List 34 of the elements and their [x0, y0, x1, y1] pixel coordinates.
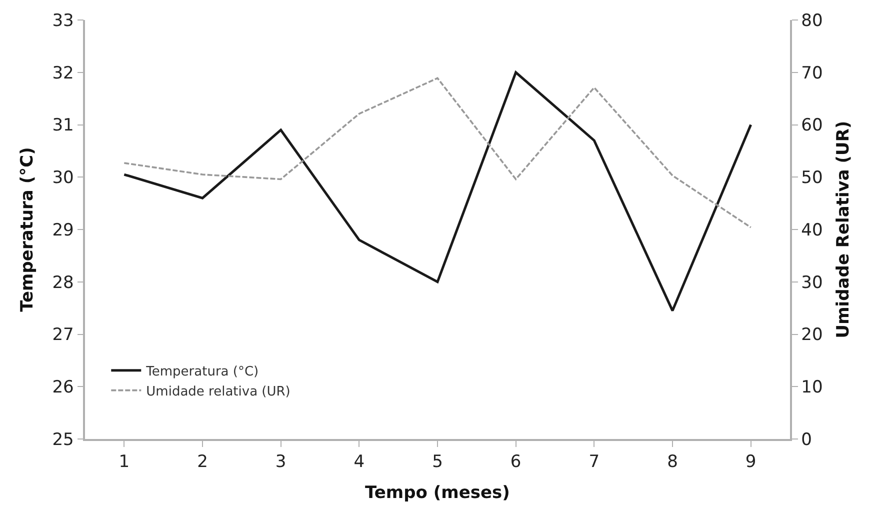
y-tick-label: 27 [52, 325, 74, 346]
x-tick-label: 6 [510, 452, 522, 472]
y-tick-label: 26 [52, 378, 74, 398]
x-tick-label: 2 [197, 452, 208, 472]
y-axis-title: Temperatura (°C) [17, 147, 38, 312]
y2-axis-title: Umidade Relativa (UR) [834, 120, 854, 338]
y2-tick-label: 40 [801, 220, 823, 240]
line-series [123, 77, 752, 228]
y-tick-label: 25 [52, 430, 74, 450]
y2-tick-label: 20 [801, 325, 823, 346]
y2-tick-label: 50 [801, 168, 823, 188]
x-tick-label: 7 [588, 452, 600, 472]
legend-label: Temperatura (°C) [145, 364, 259, 380]
y-tick-label: 28 [52, 272, 74, 293]
y-tick-label: 30 [52, 168, 74, 188]
y-tick-label: 33 [52, 10, 74, 31]
y-tick-label: 29 [52, 220, 74, 240]
y2-tick-label: 30 [801, 272, 823, 293]
x-tick-label: 9 [745, 452, 756, 472]
line-series [122, 71, 752, 312]
y2-tick-label: 0 [801, 430, 812, 450]
y2-tick-label: 10 [801, 378, 823, 398]
y2-tick-label: 60 [801, 116, 823, 136]
y-tick-label: 32 [52, 63, 74, 84]
y2-tick-label: 70 [801, 63, 823, 84]
legend-label: Umidade relativa (UR) [146, 384, 290, 400]
x-tick-label: 8 [667, 452, 678, 472]
y2-tick-label: 80 [801, 10, 823, 31]
x-tick-label: 1 [118, 452, 130, 472]
y-tick-label: 31 [52, 116, 74, 136]
x-axis-title: Tempo (meses) [365, 483, 510, 504]
x-tick-label: 4 [354, 452, 365, 472]
x-tick-label: 3 [275, 452, 286, 472]
x-tick-label: 5 [432, 452, 443, 472]
